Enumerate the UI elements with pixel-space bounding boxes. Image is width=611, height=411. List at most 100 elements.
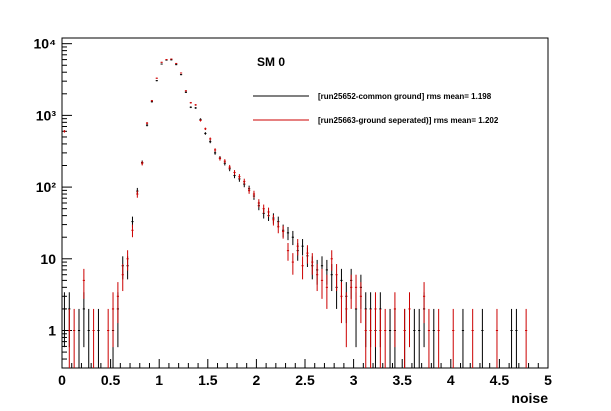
data-point <box>165 59 168 61</box>
data-point <box>107 308 110 368</box>
data-point <box>160 61 163 63</box>
data-point <box>92 308 95 368</box>
data-point <box>306 245 309 264</box>
data-point <box>184 91 188 93</box>
data-point <box>325 274 328 309</box>
x-tick-label: 5 <box>544 372 552 388</box>
data-point <box>63 130 66 133</box>
y-axis: 1 10 10² 10³ 10⁴ <box>34 36 72 369</box>
data-point <box>126 250 129 271</box>
data-point <box>369 308 372 368</box>
data-point <box>510 308 513 368</box>
data-point <box>131 224 134 238</box>
x-tick-label: 0.5 <box>101 372 121 388</box>
x-tick-label: 1 <box>155 372 163 388</box>
data-point <box>170 58 173 60</box>
data-point <box>515 308 518 368</box>
x-tick-label: 3 <box>350 372 358 388</box>
data-point <box>189 106 192 109</box>
data-point <box>335 264 338 292</box>
data-point <box>179 72 183 74</box>
y-tick-label: 1 <box>48 323 56 339</box>
data-series <box>63 58 528 368</box>
data-point <box>408 292 411 348</box>
data-point <box>286 243 290 261</box>
x-tick-label: 4.5 <box>490 372 510 388</box>
data-point <box>194 107 197 109</box>
data-point <box>204 132 207 135</box>
legend-item-1: [run25652-common ground] rms mean= 1.198 <box>253 92 492 101</box>
data-point <box>141 161 144 166</box>
y-tick-label: 10⁴ <box>34 36 57 52</box>
data-point <box>248 187 251 194</box>
data-point <box>73 308 76 368</box>
data-point <box>68 308 71 368</box>
data-point <box>257 199 260 208</box>
data-point <box>209 137 212 141</box>
data-point <box>384 308 387 368</box>
x-axis-label: noise <box>511 390 548 406</box>
data-point <box>388 308 392 368</box>
data-point <box>145 124 149 127</box>
legend: [run25652-common ground] rms mean= 1.198… <box>253 92 499 125</box>
data-point <box>238 174 241 180</box>
data-point <box>359 282 362 324</box>
data-point <box>393 292 397 348</box>
data-point <box>218 156 222 161</box>
data-point <box>150 99 154 102</box>
data-point <box>481 308 484 368</box>
chart-title: SM 0 <box>257 55 285 69</box>
data-point <box>291 230 294 246</box>
data-point <box>418 308 421 368</box>
data-point <box>136 190 139 198</box>
data-point <box>311 253 314 275</box>
data-point <box>403 308 406 368</box>
series-2 <box>63 58 528 368</box>
y-tick-label: 10² <box>36 179 57 195</box>
data-point <box>340 282 343 324</box>
data-point <box>116 282 119 324</box>
data-point <box>413 308 416 368</box>
data-point <box>379 308 382 368</box>
data-point <box>184 90 188 92</box>
data-point <box>301 239 304 256</box>
data-point <box>155 80 158 82</box>
x-tick-label: 0 <box>58 372 66 388</box>
data-point <box>525 308 528 368</box>
data-point <box>471 308 474 368</box>
y-tick-label: 10³ <box>36 107 57 123</box>
data-point <box>199 119 202 122</box>
data-point <box>213 148 217 152</box>
legend-label: [run25652-common ground] rms mean= 1.198 <box>318 92 492 101</box>
data-point <box>233 170 236 176</box>
data-point <box>267 207 270 217</box>
data-point <box>286 226 290 241</box>
data-point <box>364 308 367 368</box>
data-point <box>282 225 285 239</box>
x-tick-label: 2 <box>253 372 261 388</box>
x-tick-label: 3.5 <box>392 372 412 388</box>
data-point <box>354 274 358 309</box>
y-tick-label: 10 <box>40 251 56 267</box>
legend-item-2: [run25663-ground seperated)] rms mean= 1… <box>253 116 499 125</box>
data-point <box>432 308 435 368</box>
data-point <box>155 77 158 79</box>
data-point <box>160 63 163 65</box>
data-point <box>189 101 192 104</box>
data-point <box>316 264 319 292</box>
x-axis: 0 0.5 1 1.5 2 2.5 3 3.5 4 4.5 5 <box>58 359 552 388</box>
data-point <box>296 239 299 256</box>
x-tick-label: 2.5 <box>295 372 315 388</box>
data-point <box>82 292 85 348</box>
data-point <box>262 204 265 214</box>
legend-label: [run25663-ground seperated)] rms mean= 1… <box>318 116 499 125</box>
data-point <box>145 122 149 125</box>
data-point <box>223 159 226 164</box>
data-point <box>437 308 440 368</box>
data-point <box>170 59 173 61</box>
x-tick-label: 1.5 <box>198 372 218 388</box>
data-point <box>291 253 294 275</box>
data-point <box>87 308 90 368</box>
data-point <box>175 64 178 66</box>
